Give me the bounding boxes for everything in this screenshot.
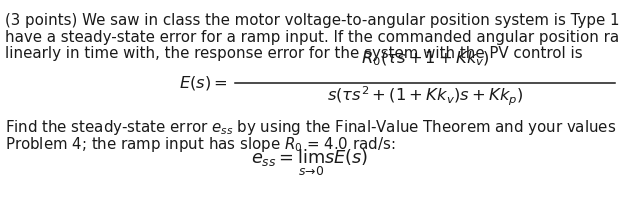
Text: Problem 4; the ramp input has slope $R_0$ = 4.0 rad/s:: Problem 4; the ramp input has slope $R_0… [5,135,396,153]
Text: linearly in time with, the response error for the system with the PV control is: linearly in time with, the response erro… [5,46,583,61]
Text: Find the steady-state error $e_{ss}$ by using the Final-Value Theorem and your v: Find the steady-state error $e_{ss}$ by … [5,118,620,137]
Text: $e_{ss} = \lim_{s \to 0} sE(s)$: $e_{ss} = \lim_{s \to 0} sE(s)$ [251,148,369,178]
Text: (3 points) We saw in class the motor voltage-to-angular position system is Type : (3 points) We saw in class the motor vol… [5,13,620,28]
Text: $s(\tau s^2 + (1 + Kk_v)s + Kk_p)$: $s(\tau s^2 + (1 + Kk_v)s + Kk_p)$ [327,85,523,108]
Text: have a steady-state error for a ramp input. If the commanded angular position ra: have a steady-state error for a ramp inp… [5,30,620,45]
Text: $E(s) =$: $E(s) =$ [179,74,228,92]
Text: $R_0(\tau s + 1 + Kk_v)$: $R_0(\tau s + 1 + Kk_v)$ [361,50,489,68]
